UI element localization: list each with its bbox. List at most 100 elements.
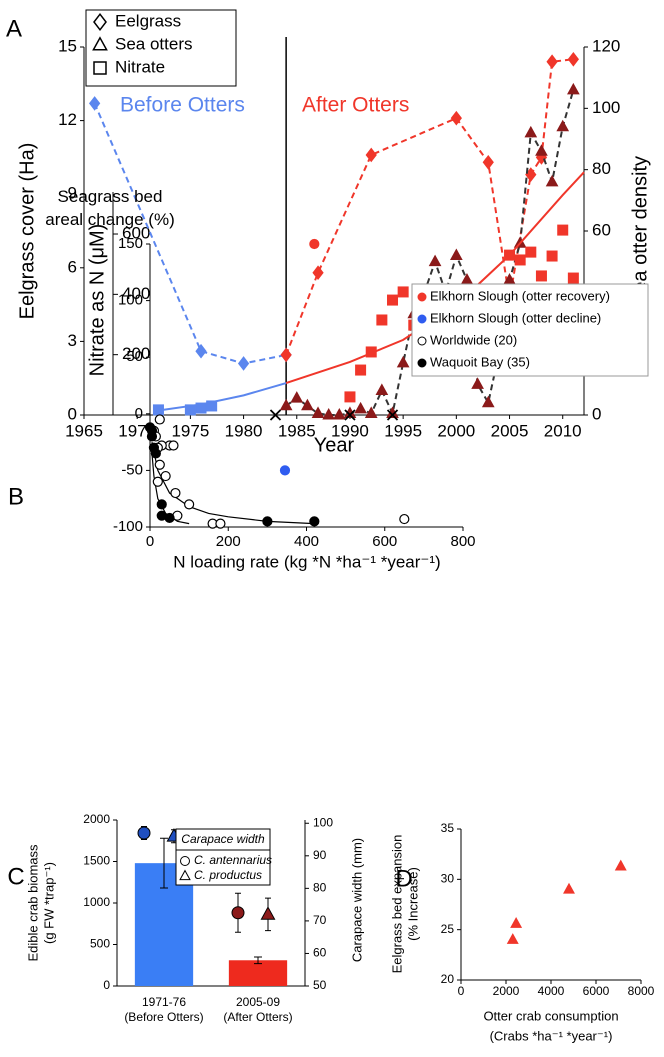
y-axis-title: Eelgrass cover (Ha) xyxy=(16,143,38,320)
legend-box xyxy=(411,283,649,377)
y3-tick-label: 400 xyxy=(122,284,150,303)
marker xyxy=(301,398,314,411)
marker xyxy=(152,476,163,487)
panel-label: C xyxy=(7,863,24,890)
error-bar xyxy=(254,956,262,965)
x-tick-label: 1985 xyxy=(278,421,316,440)
marker xyxy=(93,12,107,32)
marker xyxy=(376,314,388,326)
y-tick-label: -50 xyxy=(121,461,143,478)
series-line xyxy=(285,89,575,417)
y-tick-label: -100 xyxy=(113,518,143,535)
y-tick-label: 100 xyxy=(118,292,143,309)
legend-label: Worldwide (20) xyxy=(430,332,517,347)
x-tick-label: 0 xyxy=(146,533,154,550)
marker xyxy=(535,144,548,156)
y-tick-label: 0 xyxy=(68,404,77,423)
y3-tick-label: 600 xyxy=(122,224,150,243)
marker xyxy=(375,383,389,395)
y2-axis-title: Sea otter density xyxy=(629,156,651,306)
x-tick-label: 1980 xyxy=(225,421,263,440)
marker xyxy=(215,518,226,529)
y-tick-label: 15 xyxy=(58,36,77,55)
marker xyxy=(231,906,245,920)
marker xyxy=(332,407,346,420)
y-tick-label: 35 xyxy=(441,821,455,835)
marker xyxy=(179,869,191,881)
marker xyxy=(525,246,537,258)
y-axis-title: (g FW *trap⁻¹) xyxy=(41,862,56,944)
marker xyxy=(567,82,580,95)
legend-label: C. antennarius xyxy=(194,853,272,867)
x-tick-label: 4000 xyxy=(538,984,565,998)
x-tick-label: 400 xyxy=(294,533,319,550)
x-tick-note: (After Otters) xyxy=(223,1010,292,1024)
marker xyxy=(546,54,558,70)
x-tick-label: 2005 xyxy=(491,421,529,440)
y2-tick-label: 50 xyxy=(313,978,327,992)
x-tick-label: 6000 xyxy=(583,984,610,998)
legend-label: Nitrate xyxy=(115,57,165,76)
marker xyxy=(397,286,409,298)
x-tick-label: 1995 xyxy=(384,421,422,440)
y3-tick-label: 200 xyxy=(122,344,150,363)
marker xyxy=(184,404,196,416)
marker xyxy=(460,273,474,285)
marker xyxy=(154,459,165,470)
y-axis-title: (% Increase) xyxy=(405,867,420,941)
y-tick-label: 6 xyxy=(68,257,77,276)
y-tick-label: 1500 xyxy=(83,854,110,868)
marker xyxy=(168,440,179,451)
x-tick-label: 0 xyxy=(458,984,465,998)
marker xyxy=(344,391,356,403)
y-tick-label: 0 xyxy=(135,405,143,422)
y2-tick-label: 90 xyxy=(313,848,327,862)
y2-tick-label: 120 xyxy=(592,36,620,55)
marker xyxy=(567,272,579,284)
y-axis-title: Seagrass bed xyxy=(58,187,163,206)
marker xyxy=(546,250,558,262)
panel-label: D xyxy=(395,865,412,892)
marker xyxy=(556,119,570,132)
marker xyxy=(428,254,442,267)
marker xyxy=(510,916,523,928)
marker xyxy=(471,377,484,389)
marker xyxy=(417,336,427,346)
marker xyxy=(450,110,462,126)
x-tick-label: 800 xyxy=(450,533,475,550)
panel-label: B xyxy=(8,483,24,510)
marker xyxy=(312,265,324,281)
marker xyxy=(150,448,161,459)
marker xyxy=(417,358,427,368)
x-tick-label: 8000 xyxy=(628,984,655,998)
y2-tick-label: 70 xyxy=(313,913,327,927)
x-tick-label: 2005-09 xyxy=(236,995,280,1009)
marker xyxy=(184,499,195,510)
legend-box xyxy=(85,9,237,87)
legend-label: Elkhorn Slough (otter recovery) xyxy=(430,288,610,303)
legend-label: Waquoit Bay (35) xyxy=(430,354,530,369)
marker xyxy=(93,61,107,75)
y-tick-label: 0 xyxy=(103,978,110,992)
marker xyxy=(449,248,463,261)
marker xyxy=(279,398,293,411)
marker xyxy=(396,355,410,368)
marker xyxy=(386,409,399,421)
marker xyxy=(195,343,207,359)
marker xyxy=(399,513,410,525)
marker xyxy=(154,414,165,425)
x-tick-label: 1990 xyxy=(331,421,369,440)
y3-axis-title: Nitrate as N (μM) xyxy=(86,224,108,377)
y-tick-label: 150 xyxy=(118,235,143,252)
marker xyxy=(344,409,356,421)
marker xyxy=(92,36,108,51)
legend-label: Elkhorn Slough (otter decline) xyxy=(430,310,601,325)
x-tick-note: (Before Otters) xyxy=(124,1010,203,1024)
y2-axis-title: Carapace width (mm) xyxy=(349,838,364,962)
marker xyxy=(354,401,367,414)
y-tick-label: 2000 xyxy=(83,812,110,826)
marker xyxy=(180,856,190,866)
marker xyxy=(262,516,273,527)
marker xyxy=(160,470,171,482)
